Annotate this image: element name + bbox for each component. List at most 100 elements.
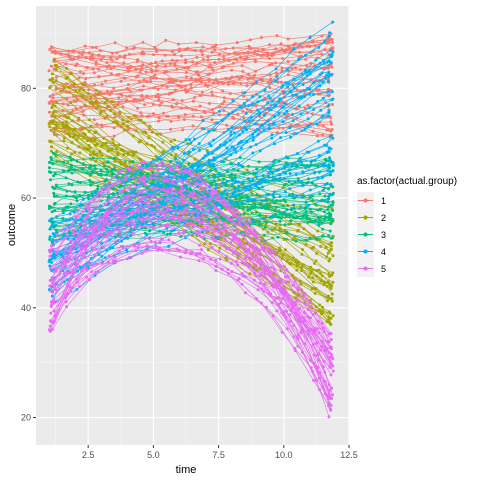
series-4-point [170, 229, 173, 233]
series-5-point [327, 340, 331, 344]
series-1-point [210, 50, 214, 54]
series-4-point [70, 217, 74, 221]
series-1-point [179, 106, 183, 110]
series-1-point [286, 44, 290, 48]
series-1-point [48, 48, 52, 51]
series-5-point [286, 304, 290, 308]
series-1-point [286, 60, 290, 63]
series-5-point [124, 215, 128, 218]
series-5-point [52, 301, 55, 304]
series-3-point [48, 160, 52, 164]
series-1-point [225, 123, 229, 127]
series-4-point [184, 176, 188, 180]
series-4-point [287, 82, 291, 86]
series-3-point [331, 185, 335, 189]
series-1-point [222, 99, 226, 103]
series-4-point [327, 146, 331, 150]
series-5-point [165, 197, 169, 201]
series-1-point [183, 88, 187, 92]
series-5-point [51, 298, 55, 302]
series-4-point [208, 142, 212, 146]
series-4-point [209, 144, 213, 148]
series-4-point [290, 207, 294, 211]
series-4-point [305, 74, 309, 78]
series-4-point [306, 117, 310, 121]
series-2-point [206, 248, 210, 252]
series-5-point [311, 313, 315, 317]
series-1-point [153, 45, 157, 49]
series-1-point [317, 88, 321, 92]
series-1-point [109, 72, 113, 76]
series-3-line [54, 159, 332, 198]
series-4-point [308, 87, 312, 91]
series-2-point [88, 153, 92, 157]
series-5-point [201, 220, 205, 224]
series-1-point [144, 70, 148, 74]
series-1-point [194, 62, 198, 66]
series-3-point [323, 217, 327, 221]
series-5-point [260, 287, 263, 291]
series-3-point [287, 180, 291, 184]
series-3-point [257, 160, 261, 164]
series-4-point [286, 85, 290, 89]
series-2-point [329, 322, 333, 326]
series-3-point [117, 185, 121, 189]
series-5-point [252, 229, 256, 233]
series-4-point [213, 158, 217, 162]
series-2-point [327, 272, 331, 276]
series-4-point [304, 53, 307, 57]
series-4-point [288, 172, 292, 175]
series-1-point [169, 127, 173, 131]
series-1-point [246, 50, 250, 54]
series-2-point [54, 68, 58, 72]
series-1-point [217, 57, 221, 61]
series-2-point [77, 145, 81, 149]
series-1-point [318, 120, 322, 124]
series-5-point [328, 389, 332, 392]
series-5-point [262, 283, 266, 286]
series-1-point [123, 76, 127, 80]
series-1-point [51, 46, 55, 50]
series-3-point [68, 168, 72, 172]
series-3-point [283, 223, 287, 227]
series-5-point [49, 266, 53, 270]
series-5-point [238, 217, 242, 221]
series-1-point [221, 89, 225, 93]
series-1-point [87, 51, 91, 55]
series-5-point [189, 172, 193, 176]
series-4-point [316, 100, 320, 103]
series-2-point [294, 260, 298, 264]
series-4-point [297, 104, 301, 108]
series-3-point [321, 227, 325, 231]
series-5-point [231, 239, 235, 242]
series-2-point [325, 284, 329, 288]
series-1-point [153, 73, 157, 77]
series-4-point [159, 157, 163, 161]
series-1-point [198, 104, 202, 108]
series-5-point [119, 233, 123, 237]
series-4-point [206, 151, 210, 155]
series-1-point [330, 38, 334, 41]
series-3-point [305, 216, 309, 220]
series-5-point [204, 198, 208, 202]
series-4-point [223, 189, 227, 193]
series-5-point [175, 247, 179, 251]
series-1-point [164, 38, 168, 42]
series-1-point [136, 106, 140, 110]
series-5-point [163, 223, 167, 227]
series-2-point [313, 291, 317, 295]
series-1-point [157, 116, 161, 120]
series-5-point [227, 272, 231, 276]
series-3-point [49, 156, 53, 159]
series-2-point [71, 129, 75, 132]
series-5-line [55, 198, 334, 372]
series-5-point [183, 198, 187, 202]
series-1-point [138, 71, 142, 74]
series-4-point [331, 164, 335, 168]
series-3-point [91, 171, 94, 175]
series-1-point [290, 67, 294, 70]
series-3-point [263, 225, 267, 229]
series-3-point [319, 207, 322, 211]
series-4-point [322, 164, 325, 168]
series-5-point [188, 201, 192, 205]
